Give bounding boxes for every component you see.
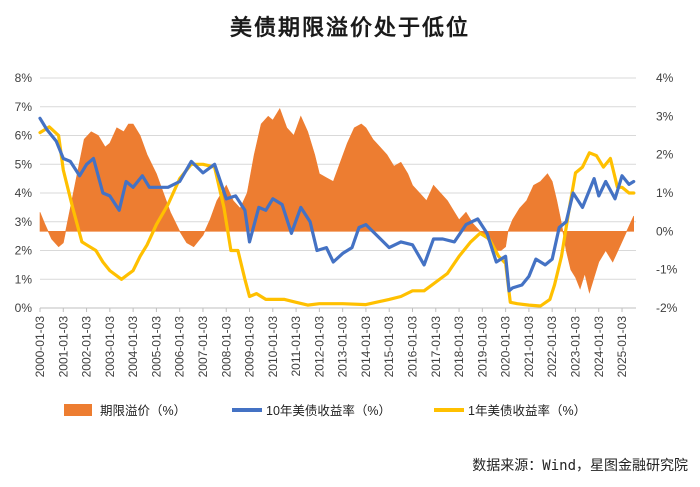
x-axis-tick-label: 2018-01-03 [452,316,466,378]
x-axis-tick-label: 2016-01-03 [406,316,420,378]
left-axis-tick-label: 5% [15,157,33,171]
x-axis-tick-label: 2023-01-03 [568,316,582,378]
x-axis-tick-label: 2004-01-03 [126,316,140,378]
axis-layer: 0% 1% 2% 3% 4% 5% 6% 7% 8% -2% -1% 0% 1% 2% 3% 4% 2000-0… [15,71,678,377]
left-axis-tick-label: 7% [15,100,33,114]
x-axis-tick-label: 2000-01-03 [33,316,47,378]
right-axis-tick-label: 4% [656,71,674,85]
legend-label-ten-year: 10年美债收益率（%） [266,403,391,418]
legend-label-term-premium: 期限溢价（%） [100,404,186,418]
left-axis-tick-label: 8% [15,71,33,85]
area-layer [39,108,634,294]
left-axis-tick-label: 1% [15,272,33,286]
x-axis-tick-label: 2021-01-03 [522,316,536,378]
x-axis-tick-label: 2005-01-03 [149,316,163,378]
x-axis-tick-label: 2015-01-03 [382,316,396,378]
left-axis-tick-label: 2% [15,244,33,258]
source-note: 数据来源：Wind，星图金融研究院 [472,458,688,474]
line-layer [38,116,636,308]
x-axis-tick-label: 2008-01-03 [219,316,233,378]
one-year-yield-line [38,125,636,308]
legend-swatch-term-premium [64,404,92,416]
x-axis-tick-label: 2001-01-03 [56,316,70,378]
x-axis-tick-label: 2009-01-03 [243,316,257,378]
x-axis-tick-label: 2019-01-03 [475,316,489,378]
ten-year-yield-line [38,116,636,293]
x-axis-tick-label: 2020-01-03 [499,316,513,378]
x-axis-tick-label: 2007-01-03 [196,316,210,378]
right-axis-tick-label: 2% [656,148,674,162]
x-axis-tick-label: 2022-01-03 [545,316,559,378]
right-axis-tick-label: 1% [656,186,674,200]
x-axis-tick-label: 2006-01-03 [173,316,187,378]
legend-label-one-year: 1年美债收益率（%） [468,403,586,418]
right-axis-tick-label: 0% [656,224,674,238]
x-axis-tick-label: 2011-01-03 [289,316,303,377]
x-axis-tick-label: 2012-01-03 [312,316,326,378]
legend: 期限溢价（%） 10年美债收益率（%） 1年美债收益率（%） [64,403,586,418]
x-axis-tick-label: 2025-01-03 [615,316,629,378]
right-axis-tick-label: 3% [656,109,674,123]
x-axis-tick-label: 2003-01-03 [103,316,117,378]
right-axis-tick-label: -2% [656,301,678,315]
x-axis-tick-label: 2014-01-03 [359,316,373,378]
x-axis-tick-label: 2013-01-03 [336,316,350,378]
x-axis-tick-label: 2002-01-03 [80,316,94,378]
chart-title: 美债期限溢价处于低位 [229,15,470,41]
x-axis-tick-label: 2010-01-03 [266,316,280,378]
x-axis-tick-label: 2017-01-03 [429,316,443,378]
left-axis-tick-label: 0% [15,301,33,315]
right-axis-tick-label: -1% [656,263,678,277]
x-axis-tick-label: 2024-01-03 [592,316,606,378]
left-axis-tick-label: 6% [15,129,33,143]
left-axis-tick-label: 3% [15,215,33,229]
term-premium-area [39,108,634,294]
left-axis-tick-label: 4% [15,186,33,200]
